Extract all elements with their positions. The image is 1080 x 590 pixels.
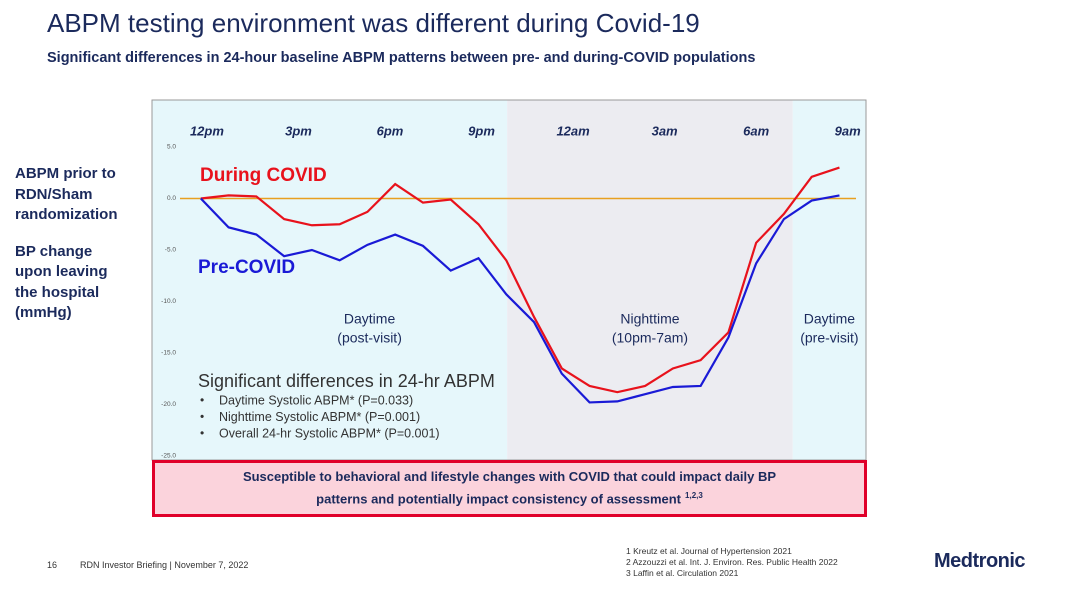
side-label-line: (mmHg) <box>15 304 72 321</box>
region-label: (pre-visit) <box>800 330 858 346</box>
legend-label: Pre-COVID <box>198 257 295 278</box>
legend-label: During COVID <box>200 165 327 186</box>
findings-title: Significant differences in 24-hr ABPM <box>198 371 495 391</box>
x-tick-label: 6pm <box>377 123 404 138</box>
reference: 2 Azzouzzi et al. Int. J. Environ. Res. … <box>626 557 838 567</box>
x-tick-label: 6am <box>743 123 769 138</box>
region-label: Daytime <box>344 311 396 327</box>
x-tick-label: 3am <box>652 123 678 138</box>
logo: Medtronic <box>934 550 1026 572</box>
region-label: Nighttime <box>620 311 679 327</box>
bullet: • <box>200 393 204 407</box>
banner: Susceptible to behavioral and lifestyle … <box>152 460 867 517</box>
x-tick-label: 9am <box>835 123 861 138</box>
region-label: (post-visit) <box>337 330 402 346</box>
region <box>792 100 866 460</box>
region-label: Daytime <box>804 311 856 327</box>
side-label-line: BP change <box>15 242 93 260</box>
series-line <box>200 194 840 404</box>
side-label-group: ABPM prior to RDN/Sham randomization <box>15 164 118 226</box>
series-line <box>200 166 840 394</box>
side-label-line: ABPM prior to <box>15 165 116 182</box>
x-tick-label: 3pm <box>285 123 312 138</box>
banner-refs: 1,2,3 <box>685 491 703 500</box>
side-label-line: RDN/Sham <box>15 185 93 203</box>
y-tick-label: -10.0 <box>161 298 176 305</box>
y-tick-label: 5.0 <box>167 144 176 151</box>
side-label-line: randomization <box>15 206 118 223</box>
finding-item: Nighttime Systolic ABPM* (P=0.001) <box>219 410 420 424</box>
bullet: • <box>200 426 204 440</box>
subtitle: Significant differences in 24-hour basel… <box>47 50 756 66</box>
bullet: • <box>200 410 204 424</box>
title: ABPM testing environment was different d… <box>47 8 700 38</box>
y-tick-label: -5.0 <box>165 247 177 254</box>
finding-item: Daytime Systolic ABPM* (P=0.033) <box>219 393 413 407</box>
x-tick-label: 12am <box>556 123 590 138</box>
banner-line: patterns and potentially impact consiste… <box>316 491 703 507</box>
x-tick-label: 9pm <box>468 123 495 138</box>
side-labels: ABPM prior to RDN/Sham randomization BP cha… <box>15 164 118 324</box>
y-tick-label: 0.0 <box>167 195 176 202</box>
y-tick-label: -20.0 <box>161 401 176 408</box>
reference: 1 Kreutz et al. Journal of Hypertension … <box>626 546 792 556</box>
x-tick-label: 12pm <box>190 123 224 138</box>
region-label: (10pm-7am) <box>612 330 688 346</box>
references: 1 Kreutz et al. Journal of Hypertension … <box>626 546 838 579</box>
page-number: 16 <box>47 560 58 570</box>
side-label-line: upon leaving <box>15 263 108 280</box>
reference: 3 Laffin et al. Circulation 2021 <box>626 568 739 578</box>
region <box>152 100 508 460</box>
event: RDN Investor Briefing | November 7, 2022 <box>80 560 249 570</box>
finding-item: Overall 24-hr Systolic ABPM* (P=0.001) <box>219 426 440 440</box>
chart: Daytime (post-visit) Nighttime (10pm-7am) Da… <box>151 99 867 461</box>
banner-line: Susceptible to behavioral and lifestyle … <box>242 469 777 484</box>
y-tick-label: -25.0 <box>161 453 176 460</box>
side-label-group: BP change upon leaving the hospital (mmHg) <box>15 242 118 324</box>
side-label-line: the hospital <box>15 283 100 301</box>
y-tick-label: -15.0 <box>161 350 176 357</box>
